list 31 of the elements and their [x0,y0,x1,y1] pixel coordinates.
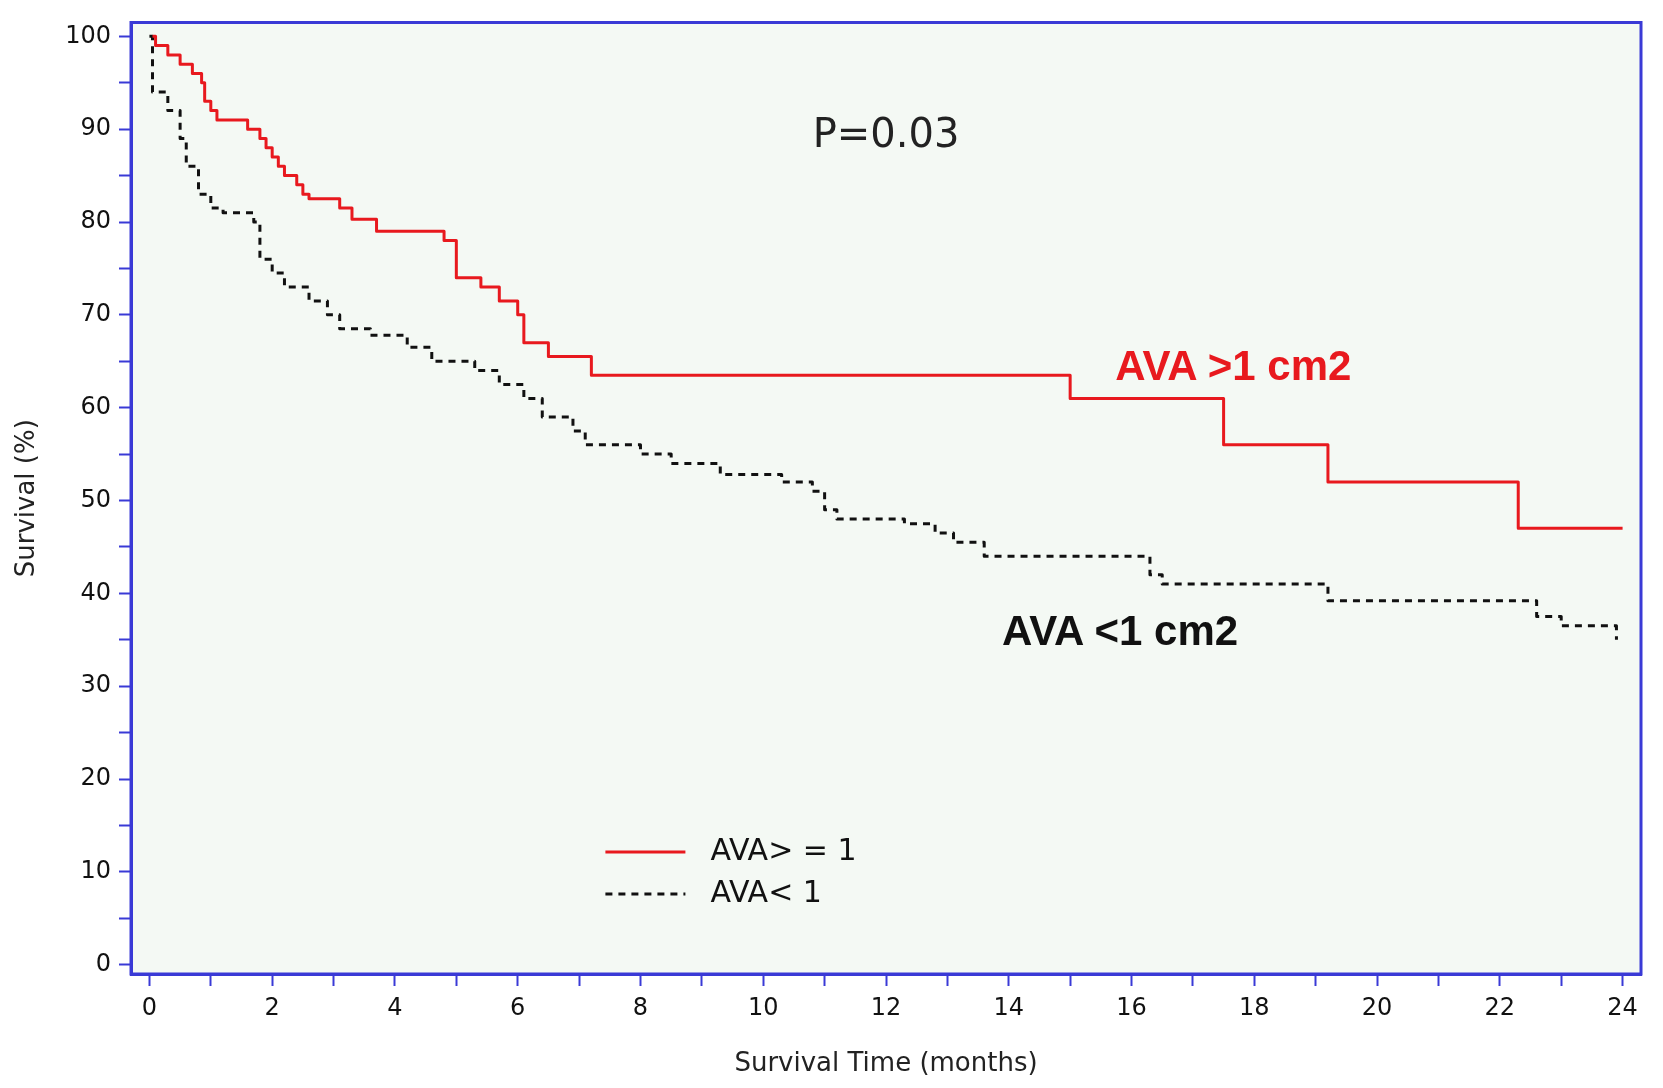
y-tick-label: 30 [80,670,112,699]
x-tick-label: 22 [1484,992,1516,1021]
annotation: P=0.03 [812,109,960,156]
x-tick-label: 4 [387,992,403,1021]
x-tick-label: 24 [1607,992,1638,1021]
x-tick-label: 8 [632,992,649,1021]
x-tick-label: 10 [747,992,779,1021]
y-tick-label: 0 [95,948,112,977]
annotation: AVA <1 cm2 [1001,606,1239,654]
x-tick-label: 12 [870,992,902,1021]
y-tick-label: 40 [80,577,112,606]
y-tick-label: 100 [65,20,112,49]
x-tick-label: 6 [510,992,526,1021]
x-tick-label: 2 [264,992,280,1021]
legend-label: AVA> = 1 [710,831,857,867]
x-tick-label: 14 [993,992,1025,1021]
x-tick-label: 18 [1239,992,1270,1021]
annotation: AVA >1 cm2 [1115,342,1352,390]
y-tick-label: 50 [80,484,112,513]
x-tick-label: 16 [1116,992,1147,1021]
y-tick-label: 60 [80,391,112,420]
y-tick-label: 20 [80,763,112,792]
legend-label: AVA< 1 [710,873,822,909]
y-axis-title: Survival (%) [10,419,41,578]
y-tick-label: 80 [80,206,112,235]
x-axis-title: Survival Time (months) [734,1047,1038,1078]
x-tick-label: 0 [141,992,158,1021]
y-tick-label: 70 [80,299,112,328]
x-tick-label: 20 [1361,992,1393,1021]
y-tick-label: 90 [80,113,112,142]
y-tick-label: 10 [80,856,112,885]
